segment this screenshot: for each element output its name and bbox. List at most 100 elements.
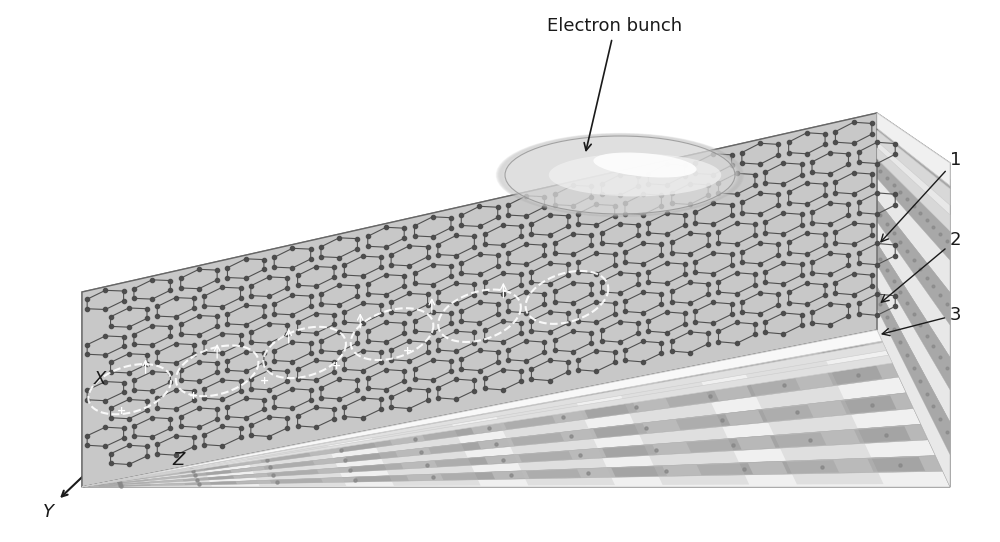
Point <box>736 464 752 473</box>
Polygon shape <box>877 265 950 422</box>
Point <box>477 278 493 287</box>
Point <box>630 319 646 327</box>
Point <box>500 259 516 268</box>
Point <box>523 317 539 325</box>
Point <box>869 239 885 248</box>
Point <box>729 289 745 298</box>
Point <box>103 459 119 468</box>
Point <box>196 440 212 449</box>
Point <box>284 244 300 253</box>
Point <box>162 322 178 331</box>
Point <box>752 309 768 318</box>
Point <box>886 277 902 286</box>
Point <box>628 402 644 411</box>
Point <box>892 188 908 196</box>
Point <box>261 292 277 301</box>
Point <box>919 389 935 398</box>
Point <box>724 200 740 209</box>
Point <box>378 385 394 394</box>
Point <box>864 130 880 138</box>
Point <box>420 338 436 346</box>
Point <box>570 307 586 315</box>
Point <box>705 220 721 228</box>
Polygon shape <box>877 178 950 293</box>
Point <box>139 305 155 313</box>
Point <box>266 253 282 262</box>
Polygon shape <box>854 426 911 443</box>
Point <box>710 278 726 286</box>
Point <box>617 297 633 306</box>
Point <box>214 442 230 450</box>
Point <box>144 367 160 376</box>
Point <box>173 366 189 375</box>
Point <box>705 248 721 257</box>
Point <box>547 238 563 247</box>
Point <box>710 327 726 335</box>
Point <box>822 249 838 257</box>
Point <box>97 332 113 340</box>
Point <box>640 169 656 178</box>
Point <box>565 327 581 335</box>
Point <box>407 269 423 278</box>
Ellipse shape <box>499 134 741 216</box>
Point <box>513 232 529 241</box>
Point <box>864 220 880 229</box>
Point <box>770 240 786 249</box>
Point <box>490 203 506 211</box>
Point <box>912 320 928 329</box>
Point <box>869 138 885 147</box>
Point <box>495 241 511 250</box>
Point <box>243 375 259 383</box>
Point <box>168 451 184 460</box>
Point <box>313 242 329 251</box>
Point <box>262 463 278 472</box>
Point <box>617 258 633 267</box>
Point <box>817 130 833 138</box>
Point <box>906 147 922 156</box>
Polygon shape <box>122 464 212 487</box>
Point <box>349 292 365 300</box>
Point <box>570 268 586 277</box>
Point <box>284 263 300 272</box>
Point <box>331 347 347 356</box>
Point <box>710 238 726 247</box>
Point <box>401 384 417 393</box>
Point <box>453 269 469 278</box>
Point <box>851 259 867 268</box>
Point <box>734 208 750 217</box>
Point <box>612 268 628 277</box>
Point <box>383 345 399 354</box>
Point <box>887 190 903 198</box>
Point <box>619 381 635 390</box>
Point <box>658 467 674 475</box>
Point <box>724 260 740 269</box>
Point <box>490 213 506 222</box>
Point <box>121 395 137 404</box>
Point <box>653 338 669 347</box>
Polygon shape <box>877 308 950 487</box>
Point <box>477 240 493 249</box>
Point <box>840 150 856 158</box>
Point <box>775 308 791 317</box>
Point <box>513 377 529 385</box>
Point <box>846 240 862 249</box>
Point <box>443 319 459 328</box>
Point <box>420 396 436 404</box>
Polygon shape <box>746 377 801 396</box>
Point <box>804 158 820 166</box>
Point <box>752 139 768 147</box>
Point <box>612 191 628 199</box>
Point <box>355 393 371 402</box>
Point <box>705 298 721 307</box>
Point <box>331 281 347 289</box>
Point <box>471 318 487 327</box>
Point <box>425 328 441 337</box>
Point <box>869 290 885 299</box>
Point <box>266 356 282 365</box>
Point <box>383 298 399 307</box>
Point <box>827 228 843 237</box>
Point <box>79 396 95 404</box>
Polygon shape <box>369 416 481 486</box>
Polygon shape <box>877 113 950 179</box>
Point <box>799 250 815 259</box>
